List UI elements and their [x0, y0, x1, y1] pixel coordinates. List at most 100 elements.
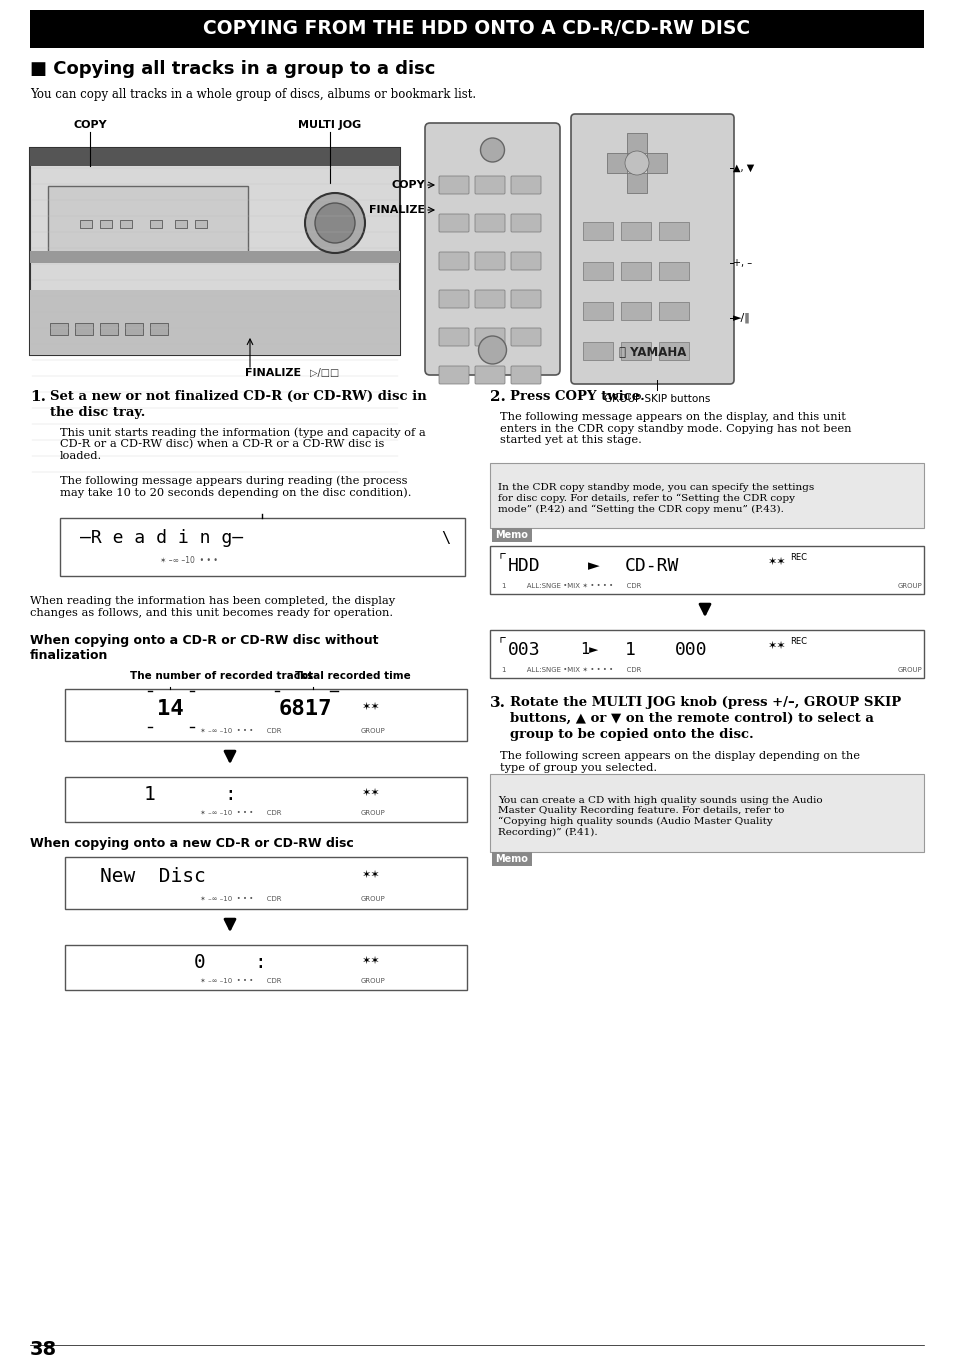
- Bar: [125, 323, 143, 335]
- Text: +, –: +, –: [732, 258, 751, 267]
- Text: Memo: Memo: [495, 531, 528, 540]
- FancyBboxPatch shape: [475, 366, 504, 384]
- Text: Press COPY twice.: Press COPY twice.: [510, 389, 644, 403]
- FancyBboxPatch shape: [475, 252, 504, 270]
- Bar: [50, 323, 68, 335]
- Text: :: :: [224, 786, 235, 805]
- Text: MULTI JOG: MULTI JOG: [298, 119, 361, 130]
- FancyBboxPatch shape: [424, 123, 559, 375]
- Text: ■ Copying all tracks in a group to a disc: ■ Copying all tracks in a group to a dis…: [30, 60, 435, 77]
- Text: In the CDR copy standby mode, you can specify the settings
for disc copy. For de: In the CDR copy standby mode, you can sp…: [497, 483, 814, 513]
- Bar: [659, 342, 688, 360]
- Text: 6817: 6817: [278, 699, 332, 719]
- Bar: [626, 133, 646, 153]
- FancyBboxPatch shape: [438, 252, 469, 270]
- Text: Total recorded time: Total recorded time: [294, 670, 411, 681]
- Text: the disc tray.: the disc tray.: [50, 406, 145, 419]
- Bar: [100, 323, 118, 335]
- Bar: [174, 220, 187, 228]
- Text: ✶✶: ✶✶: [767, 556, 786, 567]
- Text: 38: 38: [30, 1339, 57, 1357]
- Text: You can copy all tracks in a whole group of discs, albums or bookmark list.: You can copy all tracks in a whole group…: [30, 88, 476, 100]
- Text: GROUP: GROUP: [360, 896, 385, 902]
- Text: ⓨ YAMAHA: ⓨ YAMAHA: [618, 346, 685, 358]
- FancyBboxPatch shape: [475, 290, 504, 308]
- FancyBboxPatch shape: [438, 328, 469, 346]
- Text: New  Disc: New Disc: [100, 867, 206, 886]
- Text: GROUP: GROUP: [897, 584, 921, 589]
- Text: GROUP: GROUP: [360, 810, 385, 816]
- FancyBboxPatch shape: [475, 176, 504, 194]
- FancyBboxPatch shape: [571, 114, 733, 384]
- Text: 0: 0: [193, 954, 206, 973]
- Bar: [490, 773, 923, 852]
- Text: ▲, ▼: ▲, ▼: [732, 163, 754, 172]
- Text: ✶ –∞ –10  • • •: ✶ –∞ –10 • • •: [160, 555, 217, 565]
- Bar: [80, 220, 91, 228]
- Circle shape: [478, 337, 506, 364]
- Bar: [30, 9, 923, 47]
- Text: buttons, ▲ or ▼ on the remote control) to select a: buttons, ▲ or ▼ on the remote control) t…: [510, 712, 873, 725]
- Bar: [65, 944, 467, 991]
- Bar: [194, 220, 207, 228]
- Text: ✶ –∞ –10  • • •      CDR: ✶ –∞ –10 • • • CDR: [200, 727, 281, 734]
- FancyBboxPatch shape: [475, 214, 504, 232]
- Text: The following message appears during reading (the process
may take 10 to 20 seco: The following message appears during rea…: [60, 475, 411, 498]
- Text: COPY: COPY: [391, 180, 424, 190]
- Text: ►/‖: ►/‖: [732, 312, 750, 323]
- Text: :: :: [253, 954, 266, 973]
- Bar: [60, 518, 464, 575]
- Bar: [659, 303, 688, 320]
- Text: group to be copied onto the disc.: group to be copied onto the disc.: [510, 727, 753, 741]
- Bar: [75, 323, 92, 335]
- Text: 1: 1: [144, 786, 155, 805]
- Text: When copying onto a CD-R or CD-RW disc without: When copying onto a CD-R or CD-RW disc w…: [30, 634, 378, 647]
- Bar: [490, 630, 923, 678]
- Bar: [150, 323, 168, 335]
- Text: \: \: [440, 531, 450, 546]
- Bar: [582, 262, 613, 280]
- FancyBboxPatch shape: [511, 176, 540, 194]
- Bar: [659, 262, 688, 280]
- FancyBboxPatch shape: [511, 252, 540, 270]
- Bar: [606, 153, 626, 172]
- Text: The number of recorded tracks: The number of recorded tracks: [130, 670, 313, 681]
- Text: GROUP: GROUP: [897, 668, 921, 673]
- FancyBboxPatch shape: [511, 328, 540, 346]
- Text: GROUP: GROUP: [360, 727, 385, 734]
- Text: The following message appears on the display, and this unit
enters in the CDR co: The following message appears on the dis…: [499, 413, 851, 445]
- Bar: [620, 223, 650, 240]
- Text: 1         ALL:SNGE •MIX ✶ • • • •      CDR: 1 ALL:SNGE •MIX ✶ • • • • CDR: [501, 668, 640, 673]
- Bar: [620, 262, 650, 280]
- FancyBboxPatch shape: [438, 176, 469, 194]
- Bar: [48, 186, 248, 261]
- Text: ✶✶: ✶✶: [361, 955, 380, 966]
- Bar: [100, 220, 112, 228]
- Text: COPY: COPY: [73, 119, 107, 130]
- Text: REC: REC: [789, 638, 806, 646]
- Bar: [492, 852, 532, 866]
- Bar: [620, 303, 650, 320]
- FancyBboxPatch shape: [511, 214, 540, 232]
- FancyBboxPatch shape: [438, 214, 469, 232]
- Text: ✶✶: ✶✶: [361, 870, 380, 879]
- Text: The following screen appears on the display depending on the
type of group you s: The following screen appears on the disp…: [499, 750, 859, 772]
- Text: You can create a CD with high quality sounds using the Audio
Master Quality Reco: You can create a CD with high quality so…: [497, 797, 821, 837]
- Bar: [30, 251, 399, 263]
- Text: ✶✶: ✶✶: [361, 788, 380, 798]
- FancyBboxPatch shape: [511, 290, 540, 308]
- Bar: [30, 290, 399, 356]
- Text: This unit starts reading the information (type and capacity of a
CD-R or a CD-RW: This unit starts reading the information…: [60, 427, 425, 461]
- Text: ►: ►: [587, 559, 599, 574]
- Circle shape: [305, 193, 365, 252]
- Text: ✶ –∞ –10  • • •      CDR: ✶ –∞ –10 • • • CDR: [200, 810, 281, 816]
- Bar: [65, 689, 467, 741]
- Text: ⌜: ⌜: [497, 551, 507, 569]
- Text: FINALIZE: FINALIZE: [369, 205, 424, 214]
- Circle shape: [624, 151, 648, 175]
- Text: 1.: 1.: [30, 389, 46, 404]
- Text: GROUP: GROUP: [360, 978, 385, 984]
- Text: ▷/□□: ▷/□□: [310, 368, 339, 379]
- Text: 1         ALL:SNGE •MIX ✶ • • • •      CDR: 1 ALL:SNGE •MIX ✶ • • • • CDR: [501, 584, 640, 589]
- Text: 1: 1: [624, 641, 636, 660]
